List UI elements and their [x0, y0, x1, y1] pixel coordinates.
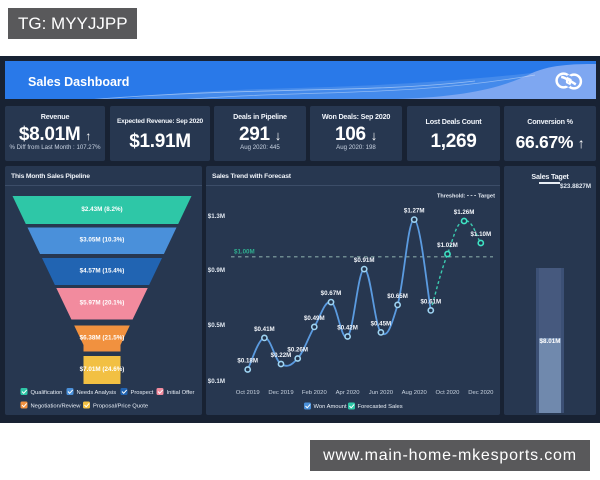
svg-text:$1.27M: $1.27M	[404, 208, 425, 215]
svg-text:Target: Target	[478, 194, 495, 200]
svg-text:$0.26M: $0.26M	[287, 347, 308, 354]
svg-text:Dec 2020: Dec 2020	[468, 390, 494, 396]
svg-text:Proposal/Price Quote: Proposal/Price Quote	[93, 404, 148, 410]
svg-text:$0.18M: $0.18M	[237, 358, 258, 365]
svg-text:Aug 2020: Aug 2020	[402, 390, 428, 396]
svg-text:$4.57M (15.4%): $4.57M (15.4%)	[80, 268, 125, 275]
svg-text:Prospect: Prospect	[131, 390, 154, 396]
svg-text:Won Amount: Won Amount	[314, 404, 347, 410]
svg-text:$0.67M: $0.67M	[321, 290, 342, 297]
svg-text:Forecasted Sales: Forecasted Sales	[358, 404, 403, 410]
svg-text:Oct 2019: Oct 2019	[236, 390, 260, 396]
svg-text:$0.9M: $0.9M	[208, 267, 225, 274]
svg-text:$0.91M: $0.91M	[354, 257, 375, 264]
svg-text:$1.3M: $1.3M	[208, 213, 225, 220]
svg-text:$0.65M: $0.65M	[387, 293, 408, 300]
svg-text:Apr 2020: Apr 2020	[336, 390, 361, 396]
svg-text:$0.61M: $0.61M	[420, 298, 441, 305]
svg-text:$0.41M: $0.41M	[254, 326, 275, 333]
svg-text:$1.26M: $1.26M	[454, 209, 475, 216]
svg-text:$7.01M (24.6%): $7.01M (24.6%)	[80, 366, 125, 373]
svg-text:$3.05M (10.3%): $3.05M (10.3%)	[80, 237, 125, 244]
svg-text:$6.38M (21.5%): $6.38M (21.5%)	[80, 335, 125, 342]
svg-text:Oct 2020: Oct 2020	[436, 390, 461, 396]
svg-text:$0.1M: $0.1M	[208, 378, 225, 385]
svg-text:Feb 2020: Feb 2020	[302, 390, 328, 396]
svg-text:Jun 2020: Jun 2020	[369, 390, 394, 396]
svg-text:$2.43M (8.2%): $2.43M (8.2%)	[81, 206, 122, 213]
svg-text:$5.97M (20.1%): $5.97M (20.1%)	[80, 300, 125, 307]
svg-text:$1.02M: $1.02M	[437, 242, 458, 249]
svg-text:Threshold:: Threshold:	[437, 194, 466, 200]
svg-text:Dec 2019: Dec 2019	[268, 390, 293, 396]
svg-text:Sales Dashboard: Sales Dashboard	[28, 75, 129, 89]
svg-text:$1.00M: $1.00M	[234, 249, 255, 256]
svg-text:$0.49M: $0.49M	[304, 315, 325, 322]
svg-text:Negotiation/Review: Negotiation/Review	[31, 404, 82, 410]
svg-text:Qualification: Qualification	[31, 390, 63, 396]
svg-text:$0.45M: $0.45M	[371, 320, 392, 327]
svg-text:$1.10M: $1.10M	[470, 231, 491, 238]
svg-text:$0.22M: $0.22M	[271, 352, 292, 359]
svg-text:Needs Analysis: Needs Analysis	[77, 390, 117, 396]
svg-text:$0.5M: $0.5M	[208, 322, 225, 329]
svg-text:Initial Offer: Initial Offer	[167, 390, 195, 396]
svg-text:$0.42M: $0.42M	[337, 325, 358, 332]
